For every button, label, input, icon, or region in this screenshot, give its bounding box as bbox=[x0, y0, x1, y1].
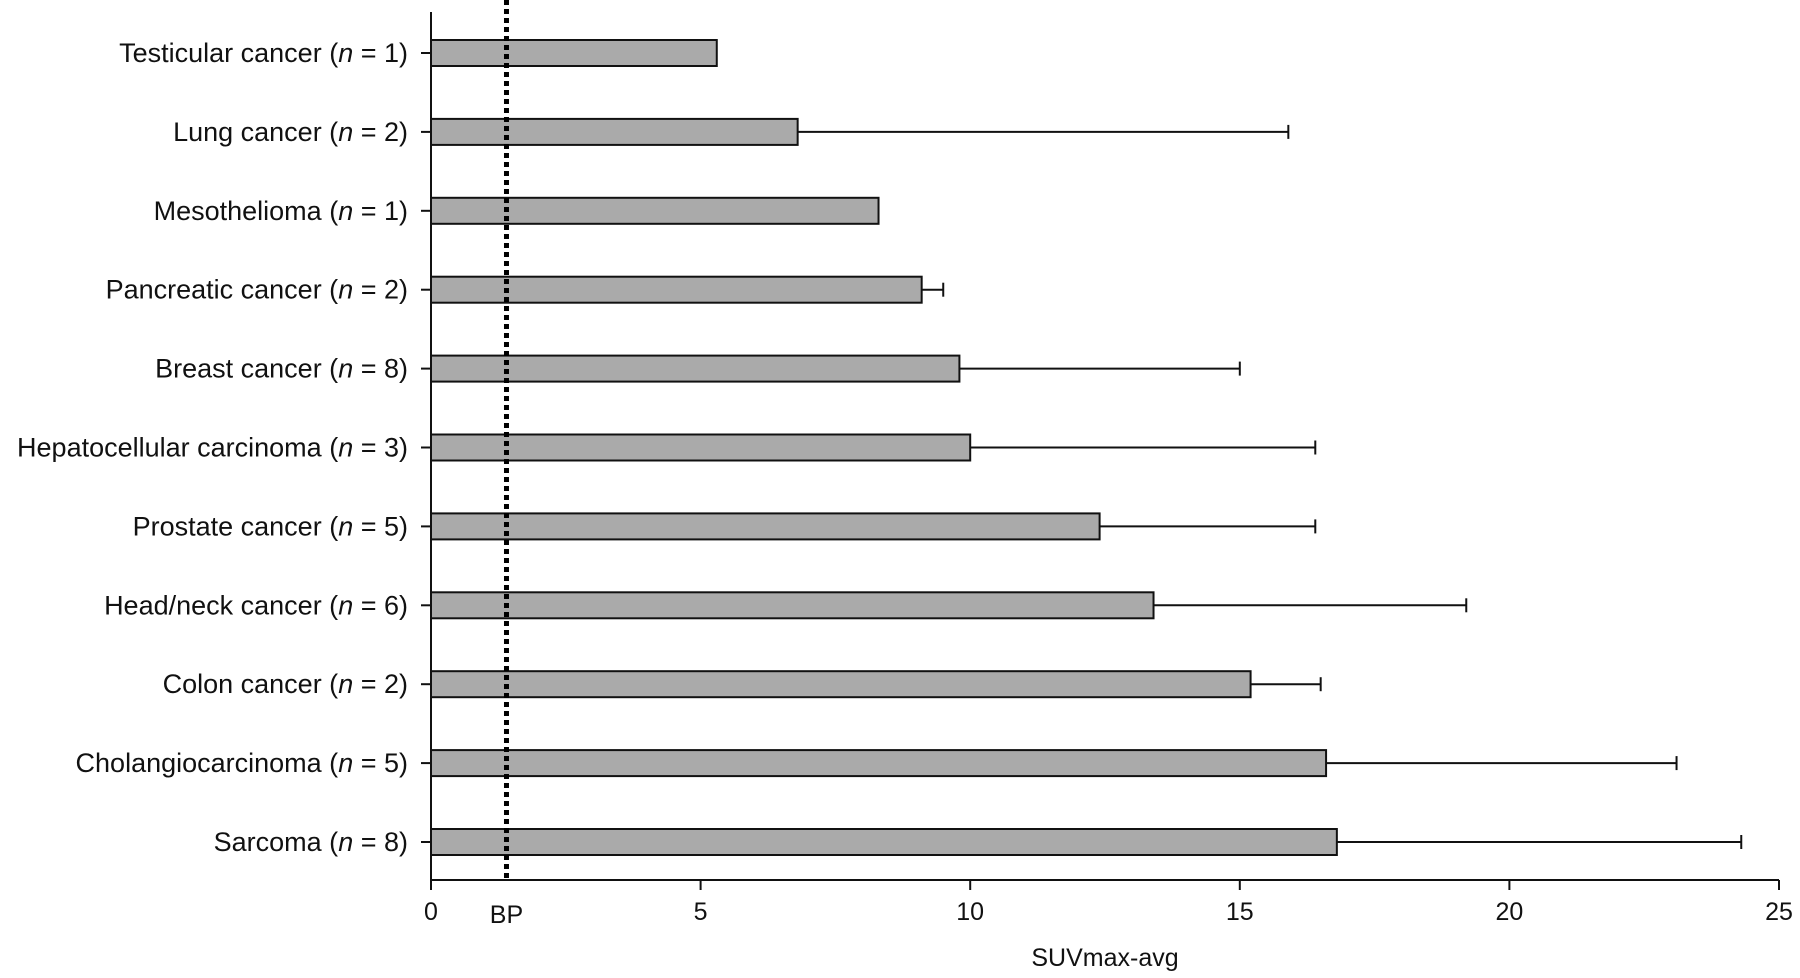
bar bbox=[430, 670, 1252, 699]
x-axis-title: SUVmax-avg bbox=[1031, 944, 1178, 972]
x-tick-label: 0 bbox=[424, 898, 438, 926]
category-label: Colon cancer (n = 2) bbox=[163, 669, 408, 699]
bar bbox=[430, 433, 972, 462]
category-label: Cholangiocarcinoma (n = 5) bbox=[76, 748, 408, 778]
x-tick-label: 25 bbox=[1765, 898, 1793, 926]
bar bbox=[430, 354, 961, 383]
category-label: Breast cancer (n = 8) bbox=[155, 354, 408, 384]
category-label: Lung cancer (n = 2) bbox=[173, 117, 408, 147]
category-label: Testicular cancer (n = 1) bbox=[119, 38, 408, 68]
reference-line-layer: BP bbox=[490, 0, 523, 929]
category-label: Sarcoma (n = 8) bbox=[214, 827, 408, 857]
axes-layer bbox=[421, 12, 1780, 890]
category-label: Mesothelioma (n = 1) bbox=[154, 196, 408, 226]
category-label: Pancreatic cancer (n = 2) bbox=[106, 275, 408, 305]
bar bbox=[430, 591, 1155, 620]
bar bbox=[430, 196, 880, 225]
x-tick-label: 5 bbox=[694, 898, 708, 926]
category-label: Hepatocellular carcinoma (n = 3) bbox=[17, 433, 408, 463]
reference-line-label: BP bbox=[490, 901, 523, 929]
tick-labels-layer: 0 5 10 15 20 25 bbox=[424, 898, 1793, 926]
bar bbox=[430, 749, 1328, 778]
x-tick-label: 20 bbox=[1495, 898, 1523, 926]
bar bbox=[430, 512, 1101, 541]
category-labels-layer: Testicular cancer (n = 1) Lung cancer (n … bbox=[17, 38, 408, 857]
bar bbox=[430, 828, 1338, 856]
error-bars-layer bbox=[797, 124, 1743, 849]
bar bbox=[430, 39, 718, 67]
x-tick-label: 10 bbox=[956, 898, 984, 926]
x-tick-label: 15 bbox=[1226, 898, 1254, 926]
category-label: Prostate cancer (n = 5) bbox=[133, 511, 408, 541]
bar bbox=[430, 117, 799, 146]
category-label: Head/neck cancer (n = 6) bbox=[104, 590, 408, 620]
bars-layer bbox=[430, 39, 1338, 856]
